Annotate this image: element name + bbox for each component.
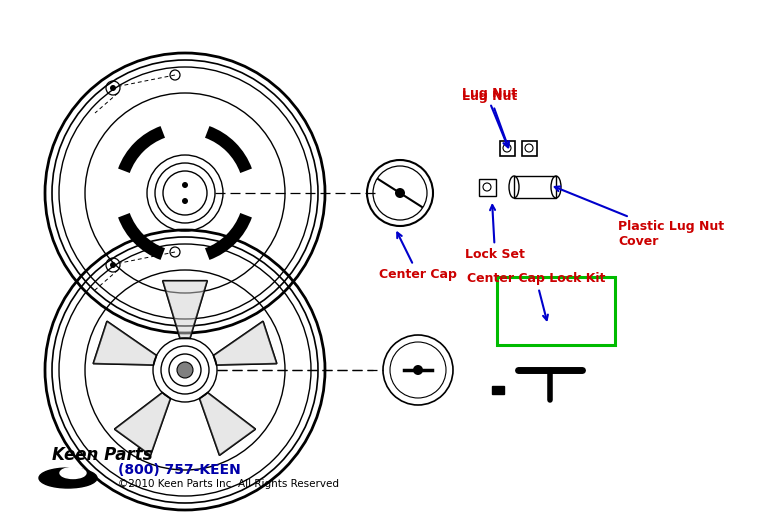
Circle shape	[110, 262, 116, 268]
Polygon shape	[199, 393, 256, 455]
Circle shape	[182, 182, 188, 188]
Text: Lug Nut: Lug Nut	[462, 87, 517, 100]
Text: Lock Set: Lock Set	[465, 205, 525, 261]
Ellipse shape	[60, 468, 86, 479]
Circle shape	[413, 365, 423, 375]
Text: Plastic Lug Nut
Cover: Plastic Lug Nut Cover	[554, 186, 724, 248]
Polygon shape	[93, 321, 156, 365]
Text: ©2010 Keen Parts Inc. All Rights Reserved: ©2010 Keen Parts Inc. All Rights Reserve…	[118, 479, 339, 489]
Polygon shape	[115, 393, 170, 455]
Ellipse shape	[39, 468, 97, 488]
Circle shape	[110, 85, 116, 91]
Bar	[492, 386, 504, 394]
Text: Lug Nut: Lug Nut	[462, 90, 517, 147]
Text: Keen Parts: Keen Parts	[52, 446, 152, 464]
Text: Center Cap: Center Cap	[379, 233, 457, 281]
Bar	[497, 277, 615, 345]
Circle shape	[182, 198, 188, 204]
Polygon shape	[213, 321, 276, 365]
Circle shape	[177, 362, 193, 378]
Bar	[514, 176, 556, 198]
Text: Center Cap Lock Kit: Center Cap Lock Kit	[467, 272, 605, 320]
Text: (800) 757-KEEN: (800) 757-KEEN	[118, 463, 241, 477]
Circle shape	[395, 188, 405, 198]
Polygon shape	[162, 281, 207, 338]
